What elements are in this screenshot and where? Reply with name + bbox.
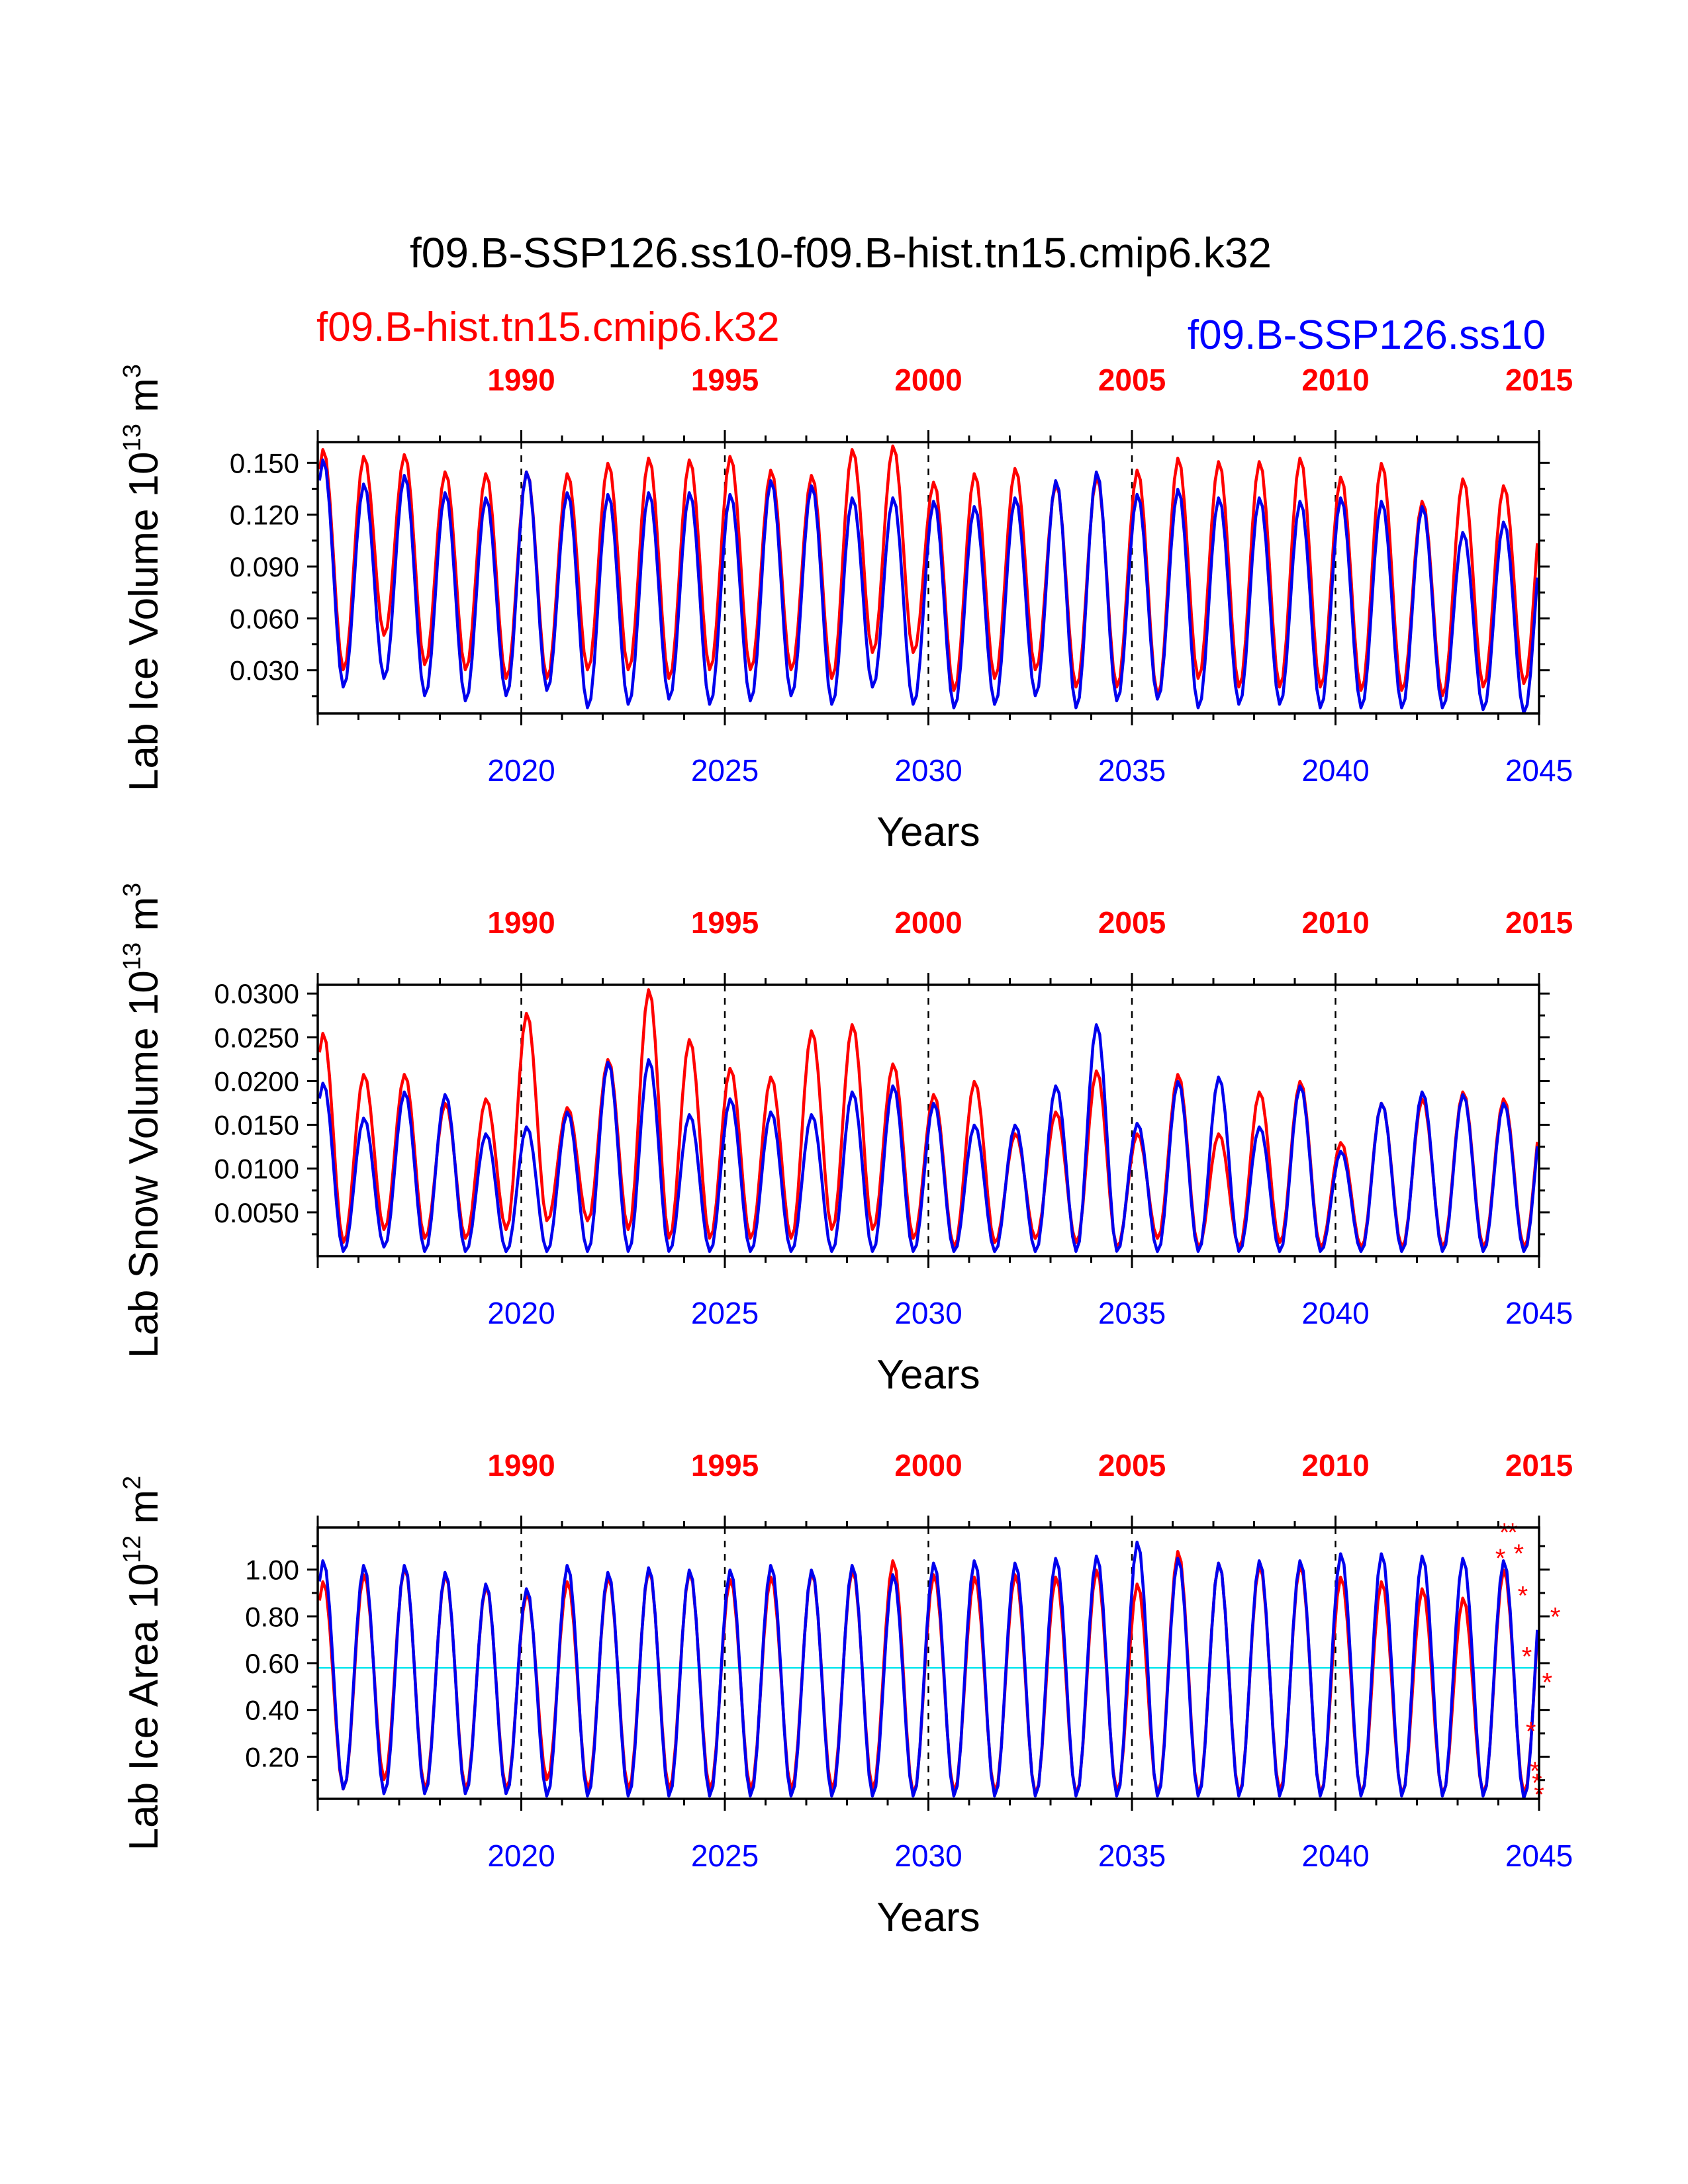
x-tick-label-bottom: 2035 xyxy=(1098,753,1166,788)
x-tick-label-bottom: 2045 xyxy=(1505,753,1573,788)
y-tick-label: 0.150 xyxy=(230,447,299,478)
asterisk-marker: * xyxy=(1518,1582,1528,1611)
y-tick-label: 0.120 xyxy=(230,500,299,531)
asterisk-marker: * xyxy=(1495,1544,1506,1573)
y-tick-label: 0.0050 xyxy=(214,1197,299,1228)
x-tick-label-bottom: 2040 xyxy=(1301,753,1369,788)
x-tick-label-bottom: 2030 xyxy=(894,753,962,788)
legend-red-label: f09.B-hist.tn15.cmip6.k32 xyxy=(316,304,780,350)
x-tick-label-bottom: 2020 xyxy=(487,1839,555,1873)
x-tick-label-top: 1995 xyxy=(691,1448,759,1482)
y-tick-label: 0.40 xyxy=(245,1695,299,1726)
y-axis-label: Lab Ice Volume 1013 m3 xyxy=(118,364,167,792)
y-tick-label: 0.060 xyxy=(230,603,299,634)
asterisk-marker: * xyxy=(1499,1518,1510,1547)
asterisk-marker: * xyxy=(1530,1757,1540,1786)
asterisk-marker: * xyxy=(1542,1668,1553,1697)
x-tick-label-top: 1995 xyxy=(691,363,759,397)
ice-volume-panel: 0.030 0.060 0.090 0.120 0.150 2020 2025 2030 203… xyxy=(118,363,1573,855)
y-tick-label: 1.00 xyxy=(245,1555,299,1586)
x-axis-label: Years xyxy=(876,1895,980,1940)
x-tick-label-top: 2010 xyxy=(1301,905,1369,940)
x-tick-label-top: 2000 xyxy=(894,905,962,940)
y-tick-label: 0.0200 xyxy=(214,1066,299,1097)
x-tick-label-bottom: 2020 xyxy=(487,753,555,788)
x-tick-label-top: 2015 xyxy=(1505,363,1573,397)
y-tick-label: 0.0250 xyxy=(214,1022,299,1053)
asterisk-marker: * xyxy=(1526,1717,1536,1747)
snow-volume-panel: 0.0050 0.0100 0.0150 0.0200 0.0250 0.0300 2020… xyxy=(118,883,1573,1398)
x-tick-label-top: 2015 xyxy=(1505,905,1573,940)
legend-blue-label: f09.B-SSP126.ss10 xyxy=(1188,312,1546,358)
y-tick-label: 0.030 xyxy=(230,655,299,686)
x-tick-label-top: 1990 xyxy=(487,1448,555,1482)
y-tick-label: 0.0300 xyxy=(214,978,299,1009)
y-axis-label: Lab Ice Area 1012 m2 xyxy=(118,1476,167,1851)
x-tick-label-top: 1990 xyxy=(487,905,555,940)
x-tick-label-bottom: 2035 xyxy=(1098,1839,1166,1873)
asterisk-marker: * xyxy=(1522,1642,1532,1671)
x-tick-label-bottom: 2030 xyxy=(894,1296,962,1330)
series-line-ssp126 xyxy=(318,458,1539,713)
x-tick-label-bottom: 2035 xyxy=(1098,1296,1166,1330)
y-tick-label: 0.0150 xyxy=(214,1110,299,1141)
x-tick-label-top: 2010 xyxy=(1301,363,1369,397)
x-axis-label: Years xyxy=(876,1352,980,1398)
main-title: f09.B-SSP126.ss10-f09.B-hist.tn15.cmip6.… xyxy=(410,229,1272,277)
x-tick-label-bottom: 2025 xyxy=(691,1839,759,1873)
x-tick-label-top: 2000 xyxy=(894,1448,962,1482)
y-tick-label: 0.80 xyxy=(245,1601,299,1632)
x-tick-label-bottom: 2040 xyxy=(1301,1839,1369,1873)
x-tick-label-bottom: 2025 xyxy=(691,1296,759,1330)
x-tick-label-top: 2000 xyxy=(894,363,962,397)
x-tick-label-top: 2015 xyxy=(1505,1448,1573,1482)
y-tick-label: 0.60 xyxy=(245,1648,299,1679)
y-tick-label: 0.0100 xyxy=(214,1154,299,1185)
asterisk-marker: * xyxy=(1507,1518,1518,1547)
x-tick-label-bottom: 2045 xyxy=(1505,1839,1573,1873)
x-tick-label-top: 2005 xyxy=(1098,363,1166,397)
x-tick-label-bottom: 2040 xyxy=(1301,1296,1369,1330)
x-tick-label-top: 2010 xyxy=(1301,1448,1369,1482)
x-tick-label-bottom: 2025 xyxy=(691,753,759,788)
series-line-ssp126 xyxy=(318,1023,1539,1253)
y-tick-label: 0.090 xyxy=(230,551,299,582)
y-axis-label: Lab Snow Volume 1013 m3 xyxy=(118,883,167,1358)
x-tick-label-top: 2005 xyxy=(1098,1448,1166,1482)
x-tick-label-bottom: 2020 xyxy=(487,1296,555,1330)
x-tick-label-bottom: 2045 xyxy=(1505,1296,1573,1330)
x-tick-label-bottom: 2030 xyxy=(894,1839,962,1873)
y-tick-label: 0.20 xyxy=(245,1741,299,1772)
x-tick-label-top: 1990 xyxy=(487,363,555,397)
x-tick-label-top: 2005 xyxy=(1098,905,1166,940)
asterisk-marker: * xyxy=(1550,1602,1561,1631)
series-line-ssp126 xyxy=(318,1540,1539,1799)
x-axis-label: Years xyxy=(876,809,980,855)
asterisk-marker: * xyxy=(1513,1539,1524,1569)
x-tick-label-top: 1995 xyxy=(691,905,759,940)
